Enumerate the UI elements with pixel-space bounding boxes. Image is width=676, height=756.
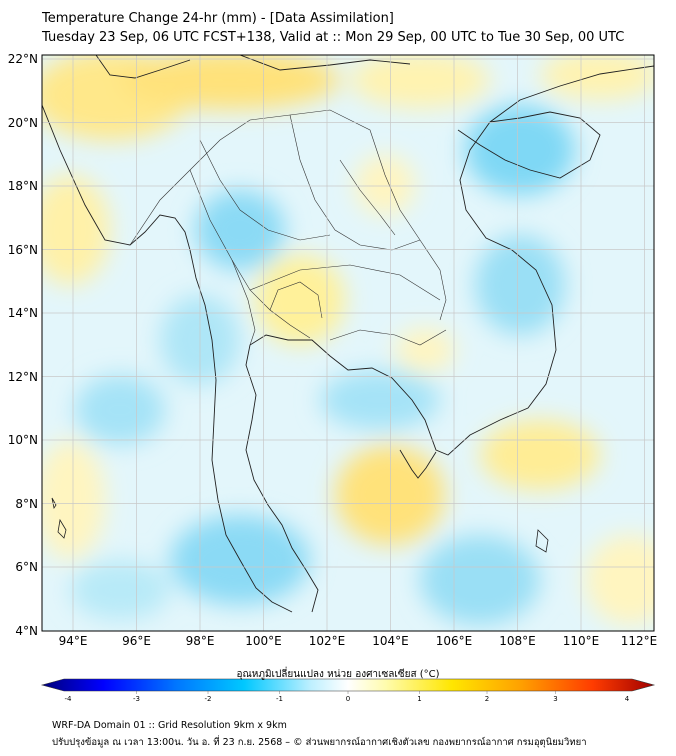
lon-label: 102°E (309, 634, 346, 648)
islands (51, 497, 549, 553)
gridlines (42, 55, 654, 631)
lon-label: 104°E (372, 634, 409, 648)
colorbar-title: อุณหภูมิเปลี่ยนแปลง หน่วย องศาเซลเซียส (… (236, 669, 440, 680)
colorbar: -4 -3 -2 -1 0 1 2 3 4 (40, 678, 656, 703)
lat-label: 6°N (15, 560, 38, 574)
map-subtitle: Tuesday 23 Sep, 06 UTC FCST+138, Valid a… (42, 30, 625, 45)
colorbar-tick-label: -1 (276, 695, 283, 703)
colorbar-bar (40, 678, 656, 692)
lon-label: 94°E (59, 634, 88, 648)
lat-label: 22°N (8, 52, 38, 66)
colorbar-ticks (136, 691, 556, 694)
colorbar-tick-label: 2 (485, 695, 489, 703)
lon-label: 106°E (436, 634, 473, 648)
lat-label: 8°N (15, 497, 38, 511)
lat-label: 4°N (15, 624, 38, 638)
lat-label: 16°N (8, 243, 38, 257)
colorbar-tick-label: 0 (346, 695, 350, 703)
colorbar-tick-label: 4 (625, 695, 630, 703)
temperature-field (42, 55, 654, 631)
lat-label: 20°N (8, 116, 38, 130)
lon-label: 110°E (563, 634, 600, 648)
lat-label: 18°N (8, 179, 38, 193)
admin-boundaries (129, 109, 447, 346)
colorbar-tick-label: -3 (133, 695, 140, 703)
lon-label: 96°E (122, 634, 151, 648)
colorbar-tick-label: -2 (205, 695, 212, 703)
lon-label: 98°E (186, 634, 215, 648)
plot-frame (41, 54, 655, 632)
footer-credit: ปรับปรุงข้อมูล ณ เวลา 13:00น. วัน อ. ที่… (52, 737, 587, 748)
colorbar-tick-label: -4 (65, 695, 73, 703)
lat-label: 14°N (8, 306, 38, 320)
lon-label: 108°E (499, 634, 536, 648)
colorbar-tick-label: 3 (553, 695, 557, 703)
lat-label: 10°N (8, 433, 38, 447)
colorbar-tick-label: 1 (417, 695, 421, 703)
footer-domain-info: WRF-DA Domain 01 :: Grid Resolution 9km … (52, 720, 287, 731)
map-title: Temperature Change 24-hr (mm) - [Data As… (42, 11, 394, 26)
lat-label: 12°N (8, 370, 38, 384)
lon-label: 100°E (245, 634, 282, 648)
coastlines (42, 55, 654, 613)
lon-label: 112°E (621, 634, 658, 648)
